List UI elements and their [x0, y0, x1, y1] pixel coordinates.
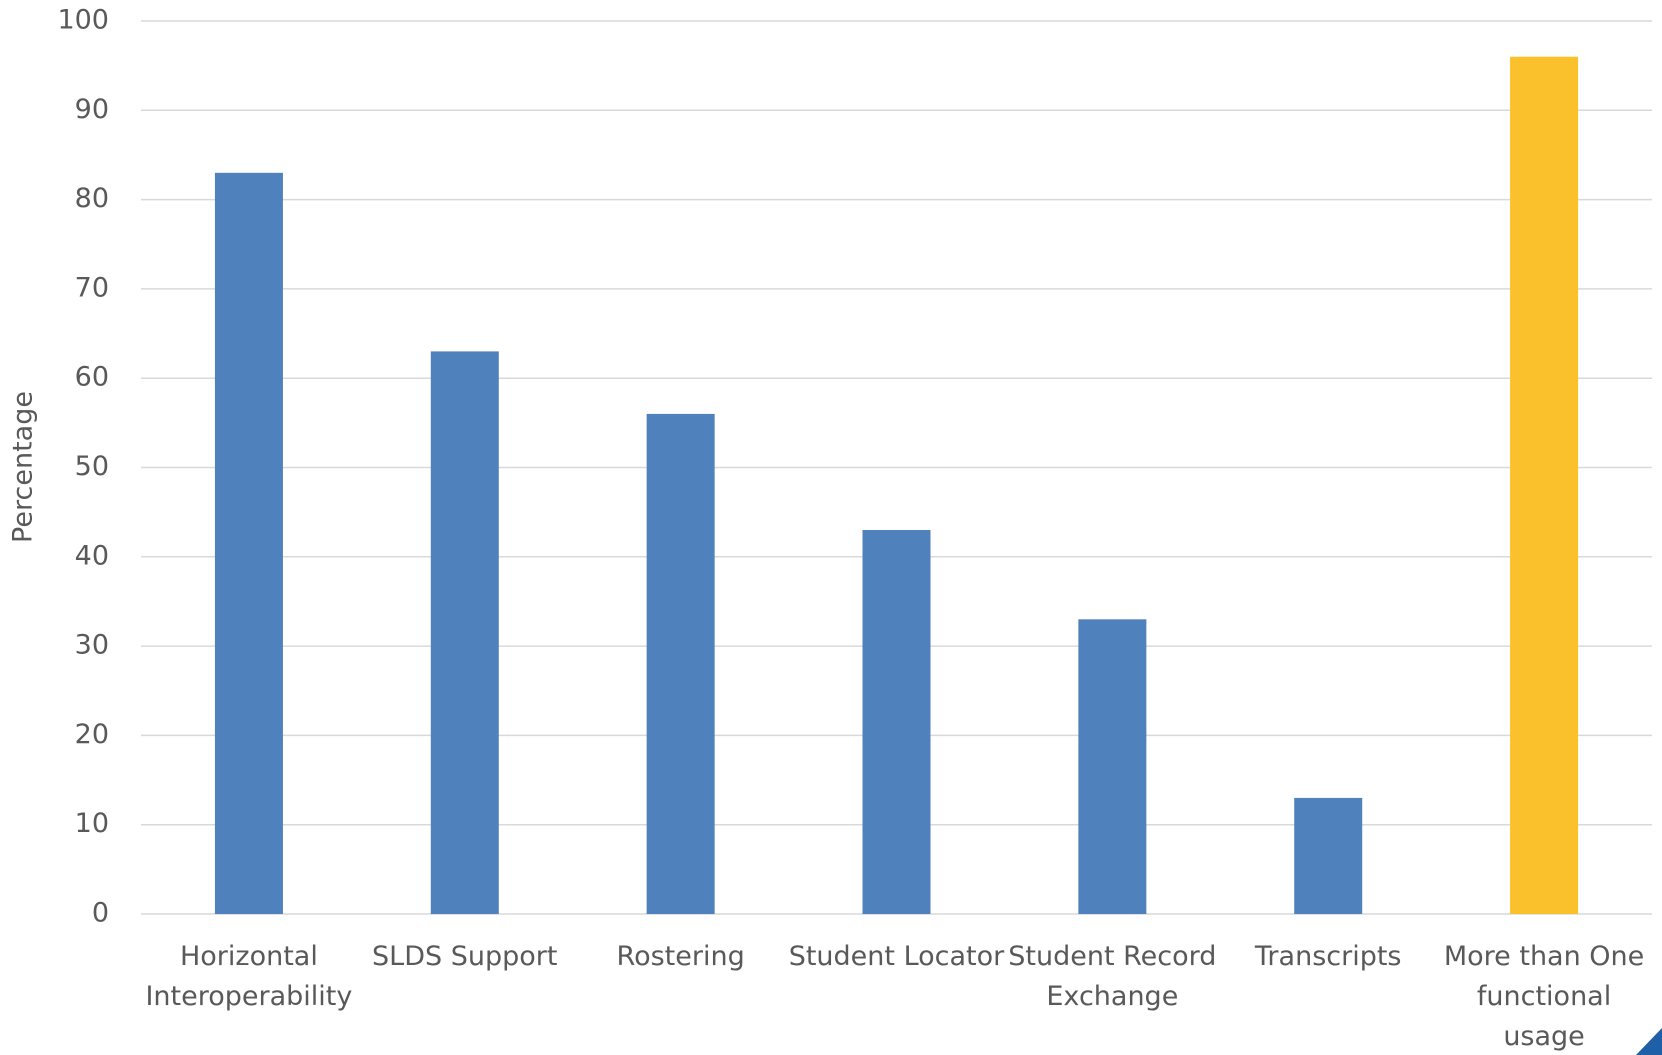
bar: [862, 530, 931, 914]
bar: [646, 413, 715, 914]
x-tick-label: Student Record Exchange: [1008, 941, 1217, 1012]
x-tick-label: Rostering: [616, 941, 745, 972]
y-tick-label: 60: [75, 362, 109, 393]
y-tick-label: 10: [75, 808, 109, 839]
x-tick-label: Horizontal Interoperability: [145, 941, 353, 1012]
y-tick-label: 40: [75, 540, 109, 571]
y-tick-label: 50: [75, 451, 109, 482]
x-tick-label: SLDS Support: [372, 941, 558, 972]
x-tick-label: More than One functional usage: [1443, 941, 1645, 1052]
bar: [1294, 797, 1363, 914]
bar: [1078, 619, 1147, 914]
y-tick-label: 80: [75, 183, 109, 214]
bar: [1510, 56, 1579, 915]
y-tick-label: 20: [75, 719, 109, 750]
y-tick-label: 90: [75, 94, 109, 125]
y-tick-label: 30: [75, 630, 109, 661]
y-tick-label: 0: [92, 898, 109, 929]
x-tick-label: Student Locator: [788, 941, 1005, 972]
y-axis-label: Percentage: [8, 391, 39, 543]
bar: [214, 172, 283, 914]
corner-decoration: [1636, 1028, 1662, 1055]
x-tick-label: Transcripts: [1254, 941, 1402, 972]
y-tick-label: 100: [57, 5, 109, 36]
y-tick-label: 70: [75, 272, 109, 303]
bar: [430, 351, 499, 914]
